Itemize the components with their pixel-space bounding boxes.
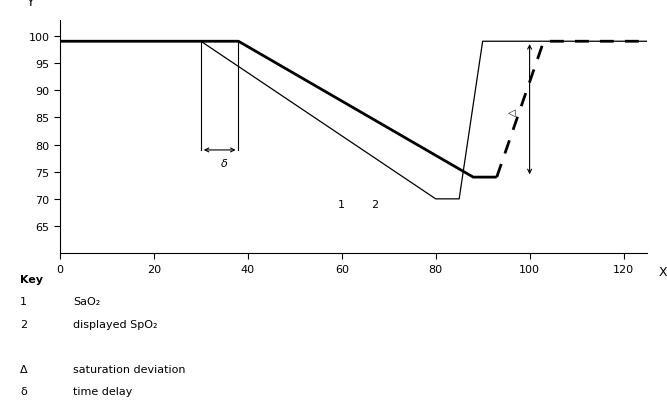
- Text: SaO₂: SaO₂: [73, 297, 101, 306]
- Text: time delay: time delay: [73, 387, 133, 396]
- Text: Δ: Δ: [20, 364, 27, 374]
- Text: δ: δ: [221, 159, 227, 169]
- Text: Key: Key: [20, 274, 43, 284]
- Text: 1: 1: [338, 199, 346, 209]
- Text: 2: 2: [20, 319, 27, 329]
- Text: X: X: [659, 266, 667, 279]
- Text: δ: δ: [20, 387, 27, 396]
- Text: displayed SpO₂: displayed SpO₂: [73, 319, 158, 329]
- Text: ◁: ◁: [508, 108, 516, 118]
- Text: 2: 2: [371, 199, 378, 209]
- Text: Y: Y: [27, 0, 35, 9]
- Text: saturation deviation: saturation deviation: [73, 364, 186, 374]
- Text: 1: 1: [20, 297, 27, 306]
